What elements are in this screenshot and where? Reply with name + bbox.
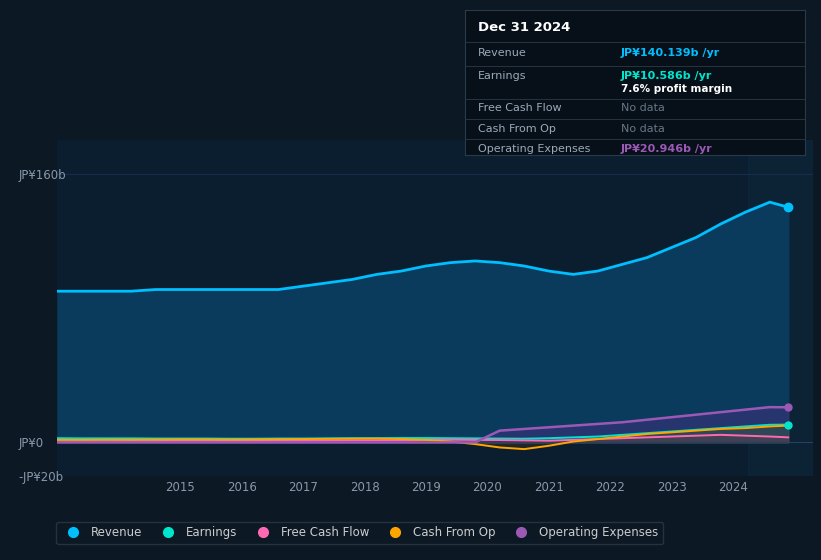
Text: No data: No data bbox=[621, 124, 665, 133]
Text: JP¥10.586b /yr: JP¥10.586b /yr bbox=[621, 71, 713, 81]
Text: Cash From Op: Cash From Op bbox=[479, 124, 556, 133]
Text: Dec 31 2024: Dec 31 2024 bbox=[479, 21, 571, 34]
Text: JP¥20.946b /yr: JP¥20.946b /yr bbox=[621, 144, 713, 154]
Text: Free Cash Flow: Free Cash Flow bbox=[479, 104, 562, 113]
Text: JP¥140.139b /yr: JP¥140.139b /yr bbox=[621, 48, 720, 58]
Text: Earnings: Earnings bbox=[479, 71, 527, 81]
Text: Revenue: Revenue bbox=[479, 48, 527, 58]
Legend: Revenue, Earnings, Free Cash Flow, Cash From Op, Operating Expenses: Revenue, Earnings, Free Cash Flow, Cash … bbox=[57, 521, 663, 544]
Text: No data: No data bbox=[621, 104, 665, 113]
Text: Operating Expenses: Operating Expenses bbox=[479, 144, 590, 154]
Bar bbox=[748, 140, 813, 476]
Text: 7.6% profit margin: 7.6% profit margin bbox=[621, 84, 732, 94]
